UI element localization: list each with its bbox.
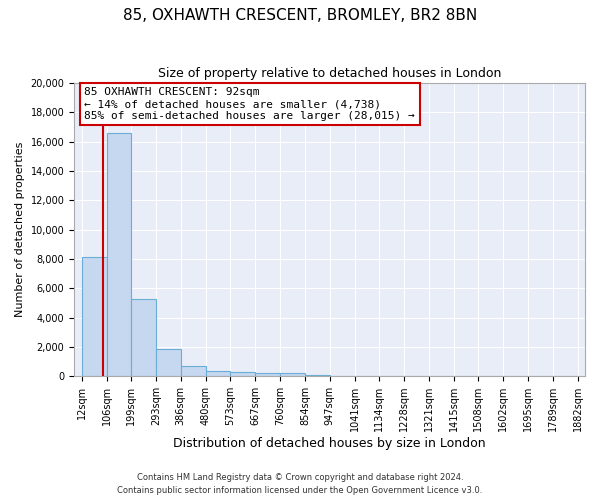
Text: 85, OXHAWTH CRESCENT, BROMLEY, BR2 8BN: 85, OXHAWTH CRESCENT, BROMLEY, BR2 8BN — [123, 8, 477, 22]
Bar — [82, 258, 107, 376]
Text: 85 OXHAWTH CRESCENT: 92sqm
← 14% of detached houses are smaller (4,738)
85% of s: 85 OXHAWTH CRESCENT: 92sqm ← 14% of deta… — [85, 88, 415, 120]
Bar — [206, 371, 230, 376]
Bar — [280, 374, 305, 376]
Text: Contains HM Land Registry data © Crown copyright and database right 2024.
Contai: Contains HM Land Registry data © Crown c… — [118, 474, 482, 495]
Bar — [256, 374, 280, 376]
Bar — [181, 366, 206, 376]
Bar — [107, 133, 131, 376]
Title: Size of property relative to detached houses in London: Size of property relative to detached ho… — [158, 68, 501, 80]
Bar — [156, 349, 181, 376]
X-axis label: Distribution of detached houses by size in London: Distribution of detached houses by size … — [173, 437, 486, 450]
Y-axis label: Number of detached properties: Number of detached properties — [15, 142, 25, 318]
Bar — [230, 372, 256, 376]
Bar — [131, 298, 156, 376]
